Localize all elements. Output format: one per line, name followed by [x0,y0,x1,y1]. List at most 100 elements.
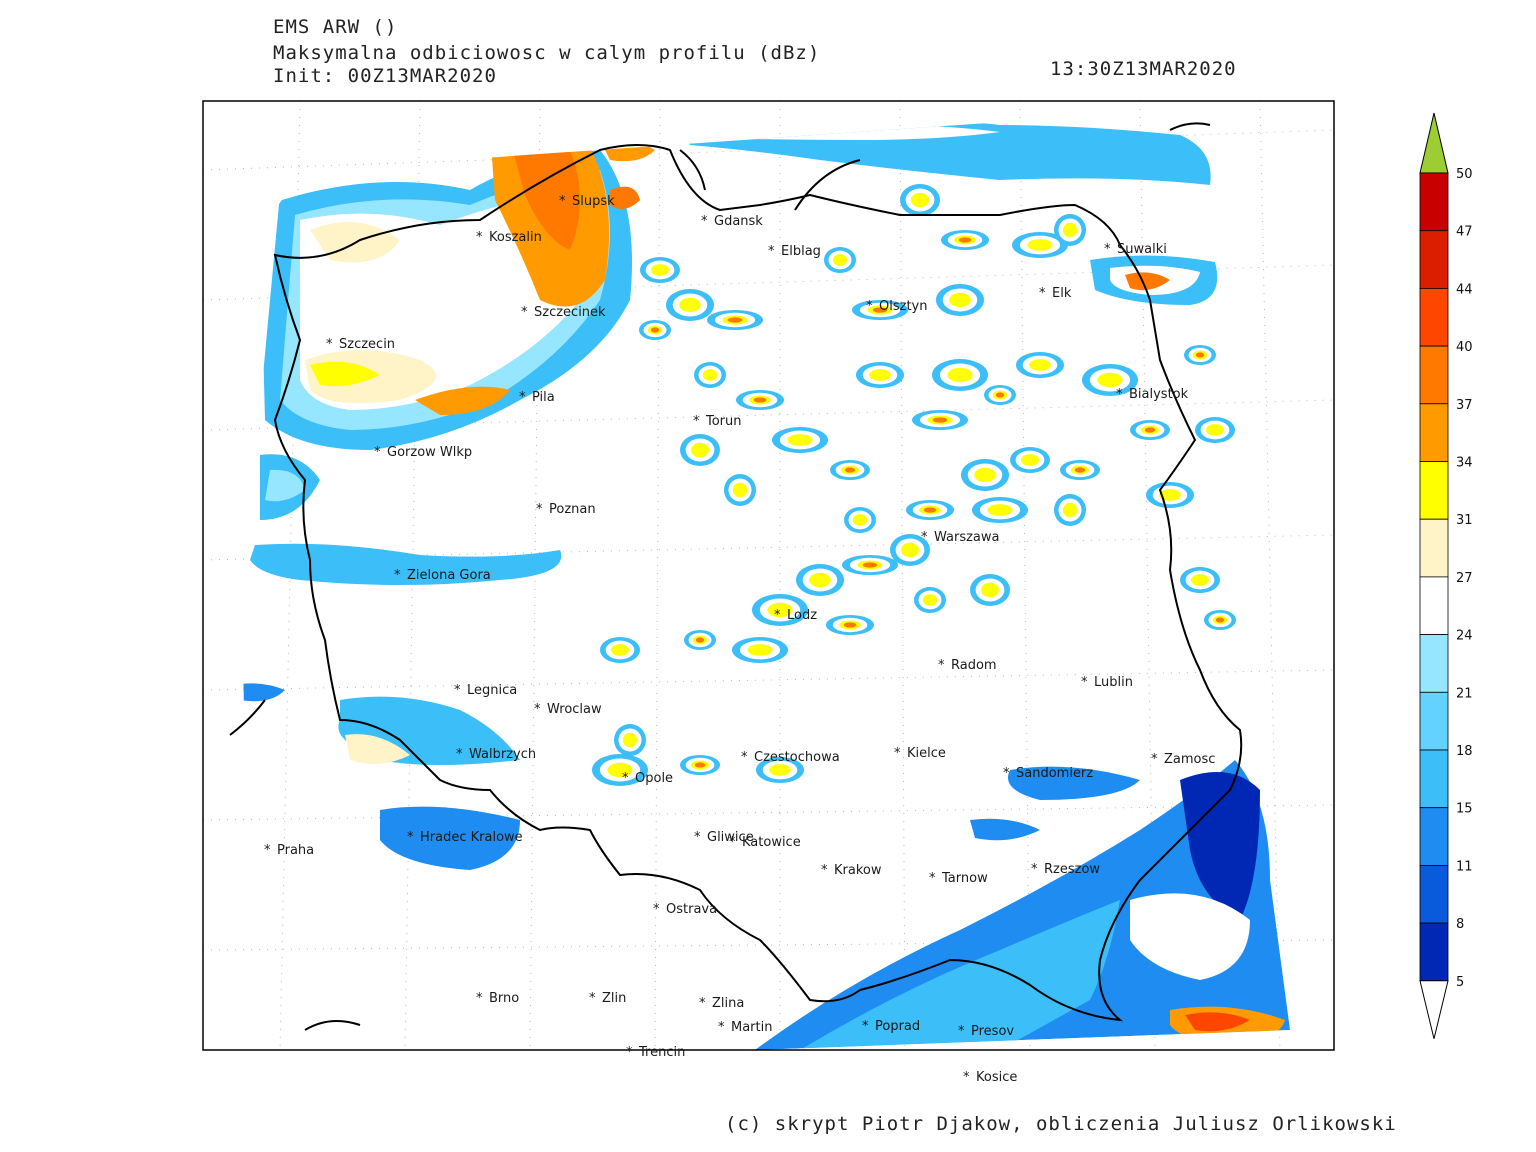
echo-cell [987,504,1013,516]
city-marker: * [456,747,463,762]
city-martin: * Martin [718,1020,772,1035]
city-marker: * [476,230,483,245]
city-marker: * [1031,862,1038,877]
colorbar-top-arrow [1419,112,1449,174]
colorbar-label: 21 [1456,686,1473,701]
echo-cell [809,572,831,588]
colorbar-label: 5 [1456,975,1464,990]
city-legnica: * Legnica [454,683,517,698]
colorbar-segment [1419,865,1449,924]
colorbar-label: 37 [1456,398,1473,413]
city-marker: * [1116,387,1123,402]
city-name: Warszawa [934,530,1000,545]
city-name: Opole [635,771,673,786]
colorbar-label: 47 [1456,225,1473,240]
city-name: Koszalin [489,230,542,245]
colorbar-bottom-arrow [1419,980,1449,1039]
colorbar-segment [1419,403,1449,462]
city-marker: * [866,299,873,314]
colorbar-segment [1419,345,1449,405]
city-name: Martin [731,1020,772,1035]
city-marker: * [699,996,706,1011]
field-title: Maksymalna odbiciowosc w calym profilu (… [273,42,821,64]
city-name: Gorzow Wlkp [387,445,472,460]
echo-cell [622,732,638,748]
city-name: Suwalki [1117,242,1167,257]
city-name: Katowice [742,835,801,850]
echo-cell [852,514,868,526]
city-name: Slupsk [572,194,615,209]
city-name: Gliwice [707,830,754,845]
city-name: Praha [277,843,314,858]
country-borders [229,122,1243,1031]
city-marker: * [559,194,566,209]
colorbar-label: 44 [1456,282,1473,297]
city-marker: * [534,702,541,717]
city-name: Wroclaw [547,702,602,717]
echo-cell [995,392,1005,398]
city-marker: * [862,1019,869,1034]
echo-cell [1062,502,1078,518]
echo-cell [769,764,791,776]
city-name: Torun [705,414,742,429]
city-radom: * Radom [938,658,997,673]
city-name: Szczecinek [534,305,606,320]
echo-cell [727,317,743,323]
colorbar-segment [1419,691,1449,751]
valid-time: 13:30Z13MAR2020 [1050,58,1237,80]
colorbar-segment [1419,518,1449,578]
city-tarnow: * Tarnow [929,871,988,886]
city-marker: * [1081,675,1088,690]
city-name: Tarnow [941,871,988,886]
map-frame [202,100,1335,1051]
city-marker: * [821,863,828,878]
city-marker: * [929,871,936,886]
city-marker: * [1003,766,1010,781]
echo-cell [922,594,938,606]
city-marker: * [894,746,901,761]
echo-cell [1191,574,1209,586]
city-marker: * [1151,752,1158,767]
city-wroclaw: * Wroclaw [534,702,602,717]
city-pila: * Pila [519,390,555,405]
colorbar-label: 11 [1456,859,1473,874]
city-name: Pila [532,390,555,405]
city-marker: * [536,502,543,517]
city-marker: * [622,771,629,786]
city-name: Sandomierz [1016,766,1093,781]
city-name: Kielce [907,746,946,761]
city-name: Lublin [1094,675,1133,690]
echo-cell [747,644,773,656]
city-walbrzych: * Walbrzych [456,747,536,762]
city-marker: * [718,1020,725,1035]
colorbar-label: 40 [1456,340,1473,355]
colorbar-segment [1419,749,1449,809]
colorbar-label: 24 [1456,629,1473,644]
city-marker: * [589,991,596,1006]
echo-cell [679,297,701,313]
city-marker: * [394,568,401,583]
city-name: Bialystok [1129,387,1189,402]
city-marker: * [519,390,526,405]
colorbar-label: 18 [1456,744,1473,759]
city-name: Poprad [875,1019,920,1034]
city-praha: * Praha [264,843,314,858]
city-marker: * [741,750,748,765]
city-marker: * [693,414,700,429]
colorbar-label: 34 [1456,456,1473,471]
city-marker: * [1039,286,1046,301]
echo-cell [651,264,669,276]
colorbar-segment [1419,461,1449,520]
echo-cell [1074,467,1086,473]
colorbar-label: 31 [1456,513,1473,528]
city-name: Szczecin [339,337,395,352]
city-czestochowa: * Czestochowa [741,750,840,765]
echo-cell [732,482,748,498]
city-name: Rzeszow [1044,862,1100,877]
city-name: Czestochowa [754,750,840,765]
city-marker: * [476,991,483,1006]
colorbar-segment [1419,287,1449,347]
city-name: Olsztyn [879,299,927,314]
city-slupsk: * Slupsk [559,194,615,209]
